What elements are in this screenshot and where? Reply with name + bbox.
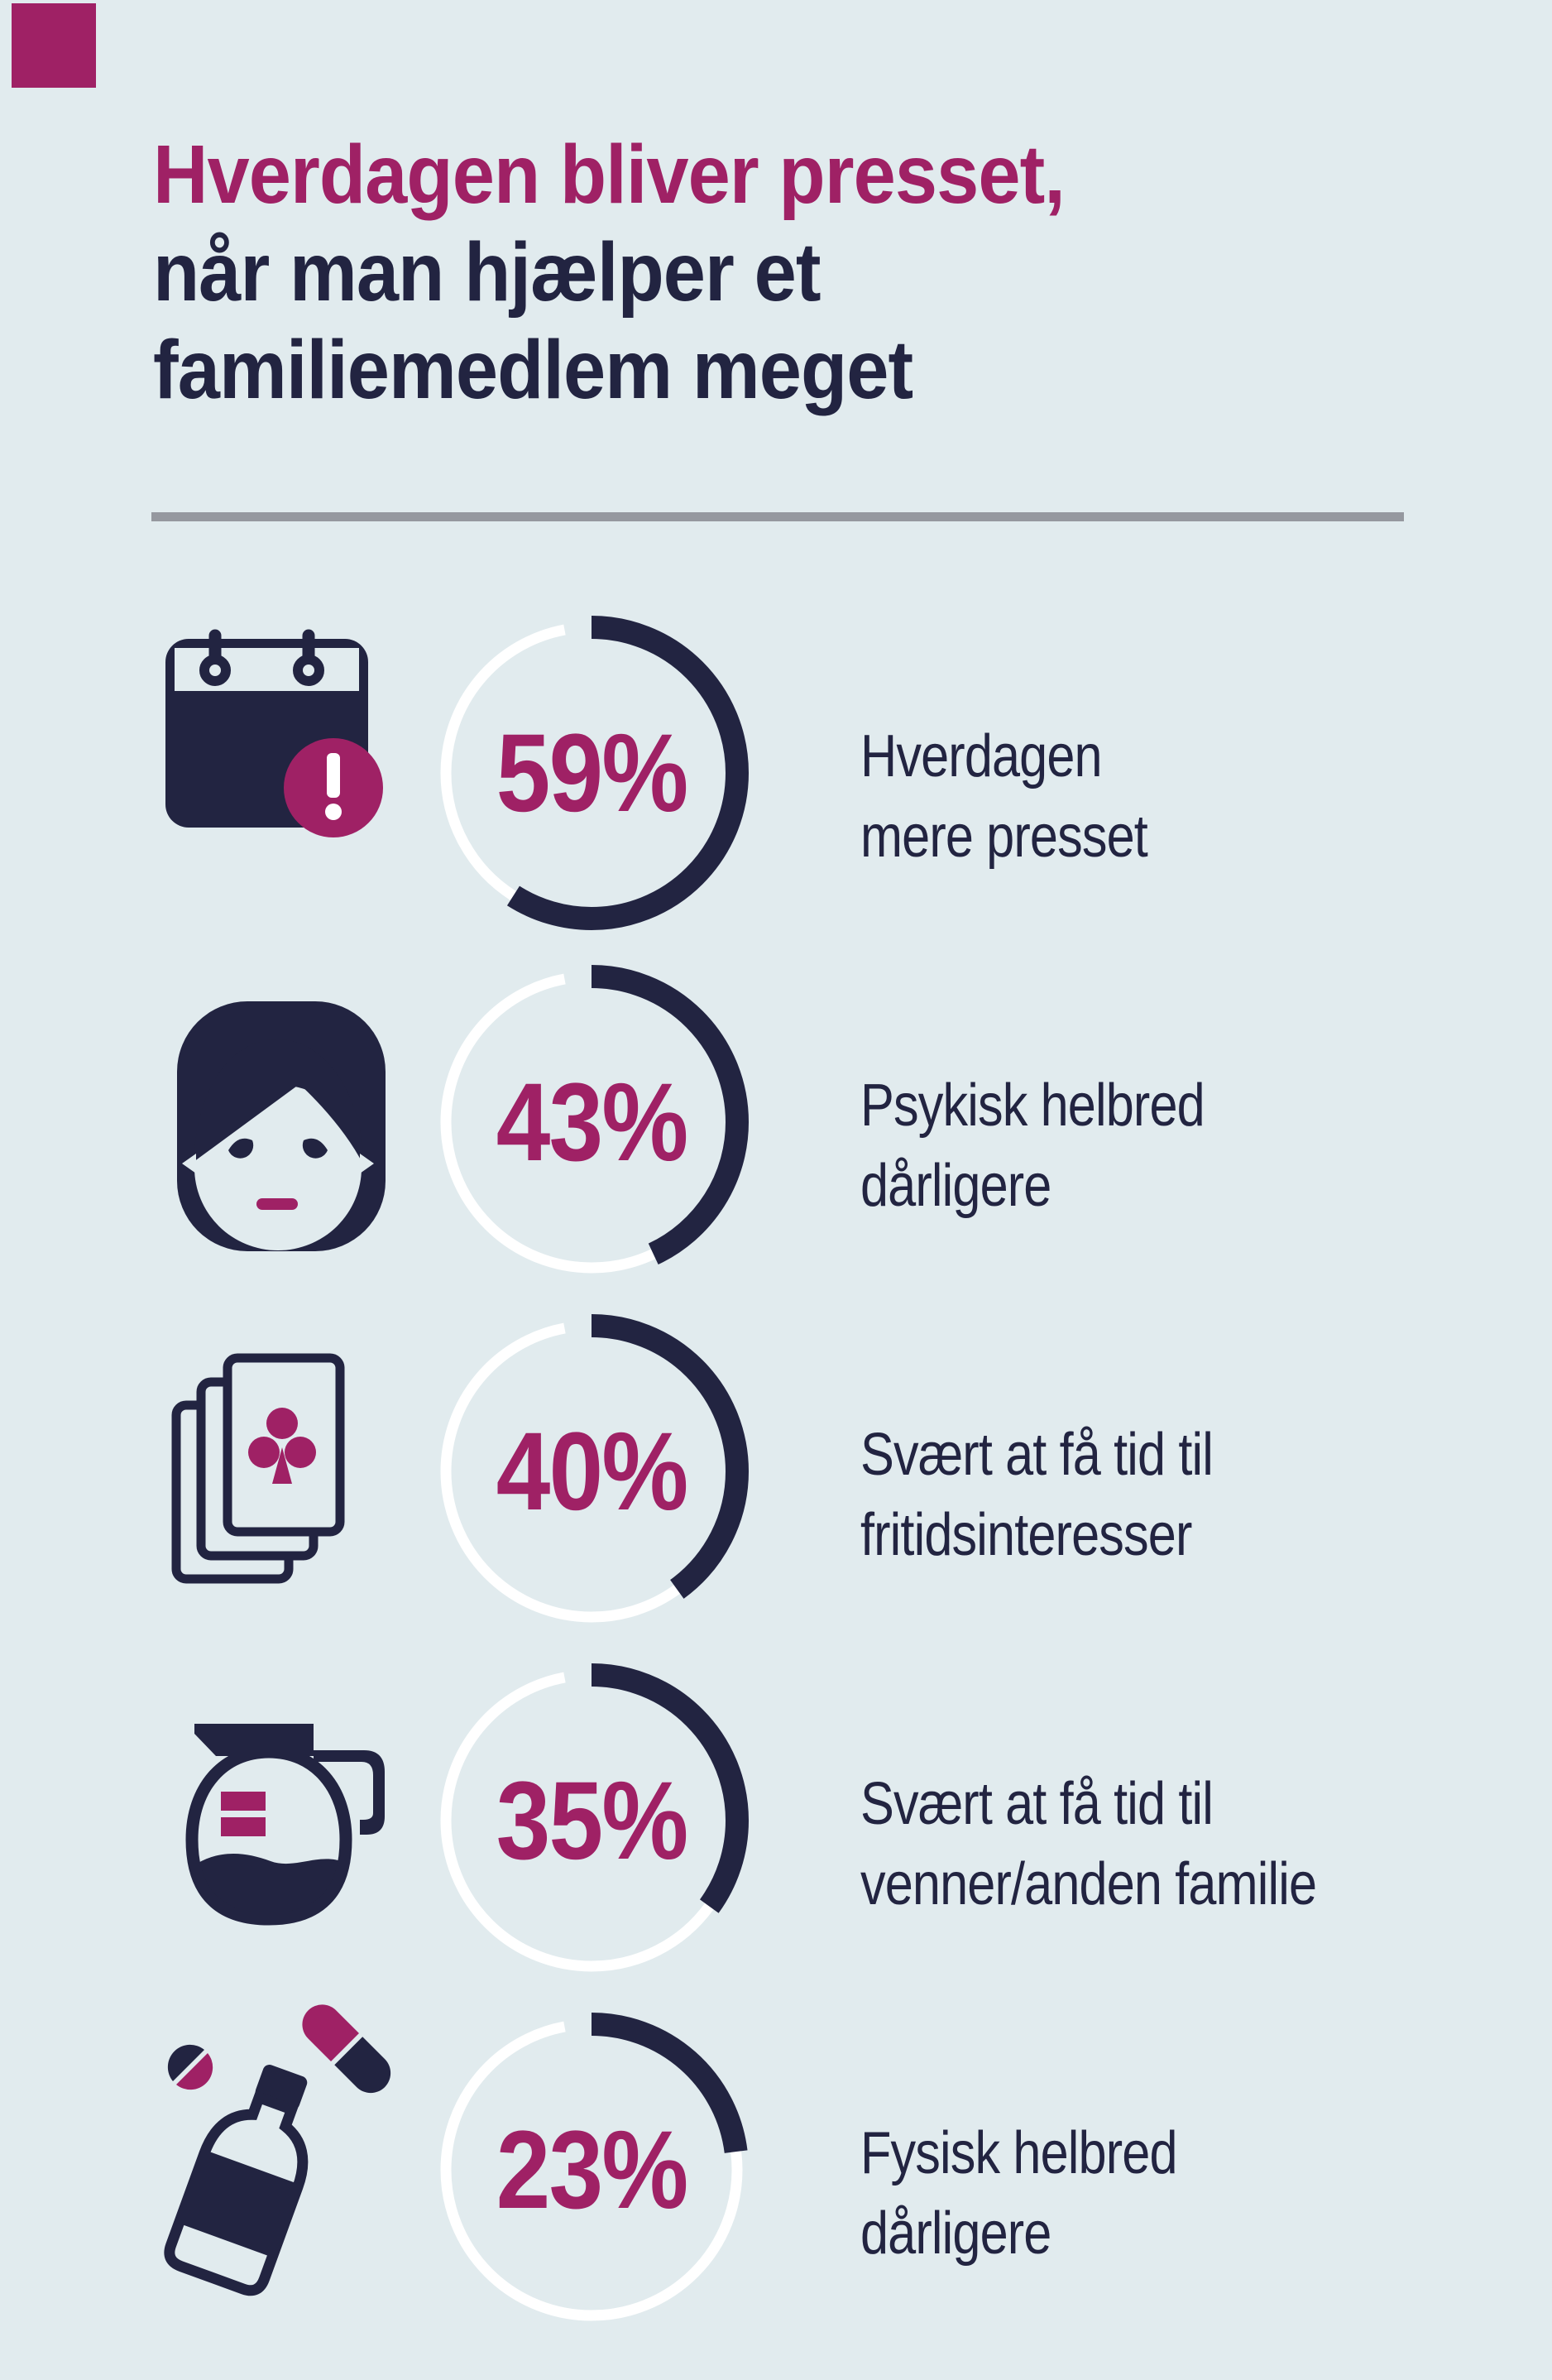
page-title-line2: når man hjælper et [153, 226, 821, 319]
donut-gauge-svg [434, 2013, 749, 2327]
row-label: Svært at få tid til venner/anden familie [860, 1764, 1396, 1925]
bottle-label-band [174, 2148, 304, 2259]
capsule-pill [302, 2004, 391, 2094]
ring-remainder-arc [440, 1320, 743, 1623]
round-pill [167, 2044, 213, 2090]
page-title-line1: Hverdagen bliver presset, [153, 128, 1066, 221]
percent-layer: 40% [430, 1310, 753, 1633]
row-label: Fysisk helbred dårligere [860, 2114, 1233, 2274]
pot-lid [194, 1724, 314, 1756]
page-title: Hverdagen bliver presset, når man hjælpe… [153, 126, 1066, 419]
ring-remainder-arc [440, 1669, 743, 1972]
percent-layer: 43% [430, 961, 753, 1284]
row-label-line1: Svært at få tid til [860, 1771, 1214, 1837]
ring-remainder-arc [440, 971, 743, 1274]
row-icon-slot [172, 991, 389, 1264]
donut-gauge: 43% [430, 961, 753, 1284]
row-label-line2: venner/anden familie [860, 1851, 1317, 1917]
row-icon-slot [178, 1709, 418, 1932]
percent-layer: 23% [430, 2008, 753, 2331]
percent-value: 35% [496, 1759, 689, 1883]
percent-layer: 35% [430, 1659, 753, 1982]
right-eye [302, 1138, 328, 1159]
row-label-line1: Hverdagen [860, 723, 1103, 789]
calendar-alert-icon [165, 629, 383, 837]
row-label-line2: mere presset [860, 804, 1148, 870]
row-icon-slot [161, 2004, 410, 2307]
ring-remainder-arc [440, 2018, 743, 2321]
mouth [256, 1198, 298, 1210]
row-label-line1: Fysisk helbred [860, 2120, 1177, 2186]
percent-value: 40% [496, 1409, 689, 1533]
donut-gauge: 59% [430, 612, 753, 934]
club-suit [248, 1408, 316, 1484]
title-divider-rule [151, 512, 1404, 521]
row-label-line1: Svært at få tid til [860, 1422, 1214, 1488]
ring-remainder-arc [440, 621, 743, 924]
percent-layer: 59% [430, 612, 753, 934]
donut-gauge-svg [434, 1314, 749, 1629]
ring-value-arc [434, 1663, 749, 1978]
left-eye [228, 1138, 254, 1159]
ring-value-arc [434, 616, 749, 930]
page-title-line3: familiemedlem meget [153, 324, 913, 416]
ring-value-arc [434, 1314, 749, 1629]
donut-gauge-svg [434, 616, 749, 930]
donut-gauge-svg [434, 1663, 749, 1978]
playing-cards-icon [171, 1353, 345, 1584]
row-label-line2: fritidsinteresser [860, 1502, 1192, 1568]
row-label-line1: Psykisk helbred [860, 1072, 1205, 1139]
coffee-liquid [193, 1853, 345, 1919]
ring-value-arc [434, 965, 749, 1279]
medicine-bottle-pills-icon [164, 2004, 391, 2296]
pot-handle [314, 1750, 385, 1835]
row-icon-slot [161, 629, 385, 842]
row-label-line2: dårligere [860, 2200, 1051, 2267]
percent-value: 23% [496, 2108, 689, 2232]
sad-woman-face-icon [177, 1001, 386, 1251]
donut-gauge: 35% [430, 1659, 753, 1982]
corner-accent-square [12, 3, 96, 88]
row-label-line2: dårligere [860, 1153, 1051, 1219]
donut-gauge: 23% [430, 2008, 753, 2331]
donut-gauge-svg [434, 965, 749, 1279]
percent-value: 59% [496, 711, 689, 835]
row-icon-slot [170, 1345, 376, 1593]
row-label: Psykisk helbred dårligere [860, 1066, 1265, 1226]
row-label: Hverdagen mere presset [860, 717, 1198, 877]
coffee-pot-icon [185, 1724, 385, 1926]
percent-value: 43% [496, 1060, 689, 1184]
row-label: Svært at få tid til fritidsinteresser [860, 1415, 1275, 1576]
bottle [164, 2064, 309, 2296]
ring-value-arc [434, 2013, 749, 2327]
donut-gauge: 40% [430, 1310, 753, 1633]
